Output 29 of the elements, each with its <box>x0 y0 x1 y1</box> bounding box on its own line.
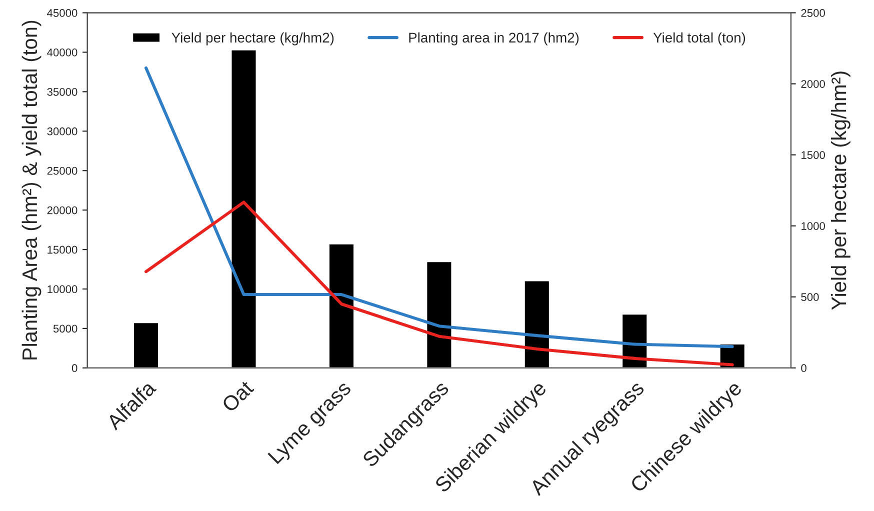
line-series <box>144 66 734 348</box>
x-tick-label: Oat <box>221 380 254 413</box>
y-tick-label: 0 <box>72 364 78 372</box>
bar <box>328 242 355 368</box>
bar <box>132 322 160 368</box>
y-axis-title: Planting Area (hm²) & yield total (ton) <box>22 20 42 360</box>
y2-tick-label: 1000 <box>802 222 825 230</box>
y-tick-label: 45000 <box>47 9 78 17</box>
y2-tick-label: 2000 <box>801 80 825 88</box>
y-tick-label: 10000 <box>48 285 78 294</box>
y2-tick-label: 1500 <box>802 151 825 159</box>
bar <box>230 49 258 368</box>
bar <box>426 260 453 368</box>
legend-label: Planting area in 2017 (hm2) <box>409 32 579 46</box>
y-tick-label: 25000 <box>47 166 78 175</box>
y-tick-label: 5000 <box>53 324 78 333</box>
legend-label: Yield total (ton) <box>653 32 746 46</box>
bar <box>524 280 550 368</box>
y2-tick-label: 0 <box>801 364 806 372</box>
y-tick-label: 40000 <box>47 48 78 56</box>
y2-axis-title: Yield per hectare (kg/hm²) <box>830 72 850 310</box>
y-tick-label: 15000 <box>48 246 78 254</box>
y2-tick-label: 2500 <box>801 9 825 17</box>
y-tick-label: 30000 <box>47 127 78 136</box>
y-tick-label: 20000 <box>47 206 78 214</box>
y2-tick-label: 500 <box>801 293 819 302</box>
line-series <box>144 200 734 366</box>
y-tick-label: 35000 <box>47 88 78 96</box>
legend-label: Yield per hectare (kg/hm2) <box>172 32 334 46</box>
